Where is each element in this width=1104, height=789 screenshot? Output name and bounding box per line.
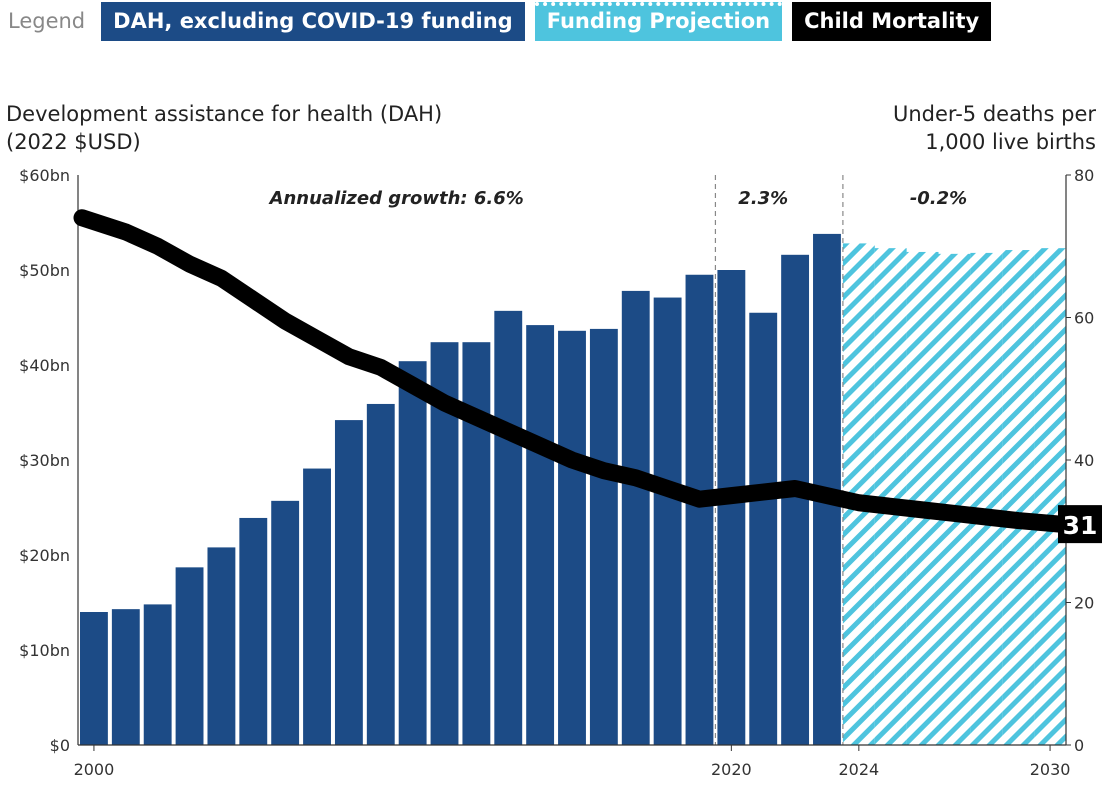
left-tick-label: $50bn — [19, 261, 70, 280]
legend-item-projection: Funding Projection — [534, 1, 783, 41]
x-tick-label-2030: 2030 — [1030, 760, 1071, 779]
x-tick-label-2000: 2000 — [74, 760, 115, 779]
dah-bar-2007 — [303, 468, 331, 745]
dah-bar-2014 — [526, 325, 555, 745]
growth-annotation-2: 2.3% — [738, 188, 788, 209]
dah-bar-2021 — [749, 312, 778, 745]
dah-bar-2001 — [111, 609, 140, 745]
right-axis-title-line1: Under-5 deaths per — [893, 102, 1096, 126]
right-tick-label: 40 — [1074, 451, 1094, 470]
dah-bar-2018 — [653, 297, 682, 745]
legend-item-child-mortality: Child Mortality — [792, 1, 992, 41]
projection-bar-2029 — [1002, 250, 1035, 746]
dah-bar-2020 — [717, 270, 746, 745]
right-axis-title: Under-5 deaths per 1,000 live births — [893, 100, 1096, 156]
right-tick-label: 20 — [1074, 594, 1094, 613]
end-label-value: 31 — [1063, 511, 1098, 540]
right-axis-title-line2: 1,000 live births — [925, 130, 1096, 154]
dah-bar-2009 — [366, 403, 395, 745]
x-tick-label-2024: 2024 — [838, 760, 879, 779]
dah-bar-2015 — [558, 330, 586, 745]
dah-bar-2016 — [589, 328, 618, 745]
dah-bar-2003 — [175, 567, 204, 745]
projection-bar-2028 — [970, 252, 1003, 745]
legend: Legend DAH, excluding COVID-19 funding F… — [8, 0, 992, 42]
left-axis-title-line1: Development assistance for health (DAH) — [6, 102, 443, 126]
left-tick-label: $0 — [50, 736, 70, 755]
dah-bar-2006 — [271, 500, 300, 745]
left-axis-title: Development assistance for health (DAH) … — [6, 100, 442, 156]
dah-bar-2019 — [685, 274, 714, 745]
dah-bar-2010 — [398, 361, 427, 745]
legend-item-dah: DAH, excluding COVID-19 funding — [101, 1, 525, 41]
child-mortality-line — [73, 209, 1069, 533]
left-tick-label: $40bn — [19, 356, 70, 375]
x-tick-label-2020: 2020 — [711, 760, 752, 779]
growth-annotation-3: -0.2% — [910, 188, 967, 209]
dah-bar-2004 — [207, 547, 236, 745]
growth-annotation-1: Annualized growth: 6.6% — [268, 188, 524, 209]
projection-bar-2030 — [1034, 248, 1066, 745]
left-tick-label: $20bn — [19, 546, 70, 565]
legend-title: Legend — [8, 9, 86, 33]
dah-bar-2005 — [239, 517, 268, 745]
projection-bar-2027 — [938, 253, 971, 745]
left-tick-label: $60bn — [19, 166, 70, 185]
end-label-box — [1058, 505, 1102, 544]
right-tick-label: 80 — [1074, 166, 1094, 185]
dah-bar-2013 — [494, 310, 523, 745]
dah-bar-2008 — [334, 420, 363, 745]
dah-bar-2017 — [621, 290, 650, 745]
dah-bar-2022 — [781, 254, 810, 746]
projection-bar-2026 — [906, 251, 939, 745]
right-tick-label: 0 — [1074, 736, 1084, 755]
left-tick-label: $10bn — [19, 641, 70, 660]
left-axis-title-line2: (2022 $USD) — [6, 130, 141, 154]
dah-bar-2012 — [462, 342, 491, 745]
dah-bar-2002 — [143, 604, 172, 745]
right-tick-label: 60 — [1074, 309, 1094, 328]
dah-bar-2000 — [80, 612, 108, 745]
left-tick-label: $30bn — [19, 451, 70, 470]
